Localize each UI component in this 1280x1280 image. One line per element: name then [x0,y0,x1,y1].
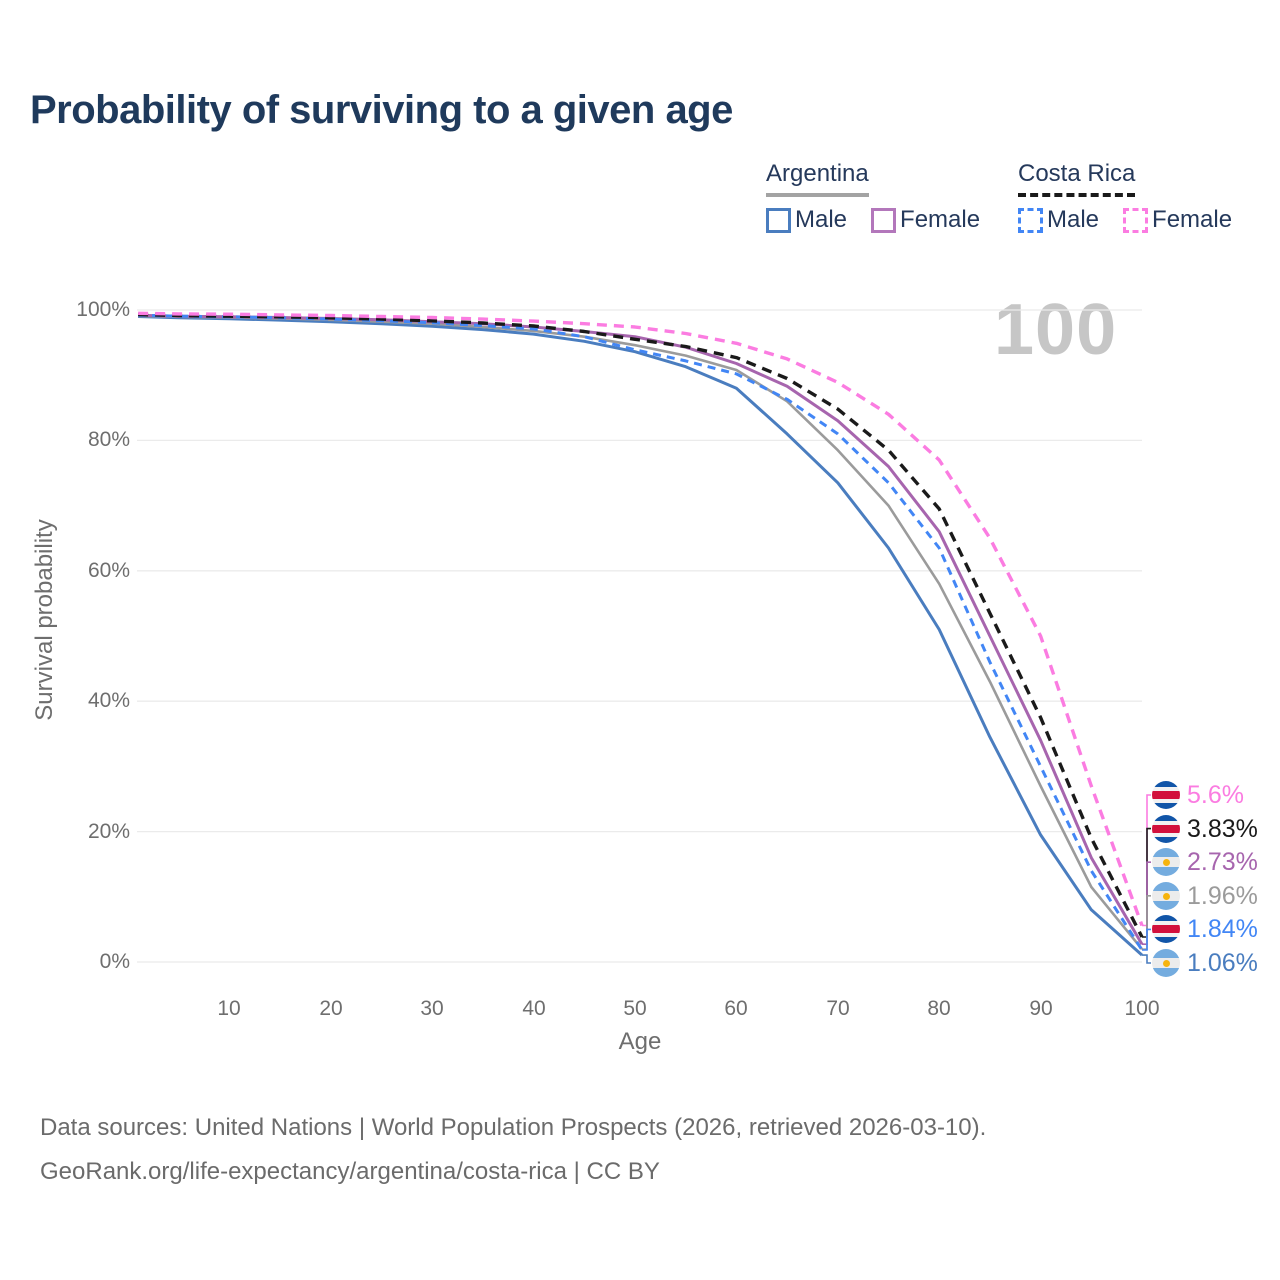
argentina-flag-icon [1152,882,1180,910]
x-tick-40: 40 [522,997,546,1020]
argentina-male-swatch-icon [766,207,791,233]
end-connector-costa-rica-male [1142,928,1151,951]
legend-country-costa-rica[interactable]: Costa Rica [1018,160,1136,197]
y-tick-80: 80% [87,428,130,451]
end-value-label: 2.73% [1187,848,1258,876]
x-axis-title: Age [618,1028,662,1055]
argentina-female-swatch-icon [871,207,897,233]
legend-item-costa-rica-male[interactable]: Male [1018,206,1099,234]
end-connector-argentina-male [1142,954,1151,964]
y-tick-60: 60% [87,559,130,582]
end-label-costa-rica-total: 3.83% [1152,815,1258,843]
series-line-argentina-male[interactable] [138,315,1143,957]
end-label-argentina-female: 2.73% [1152,848,1258,876]
end-label-costa-rica-female: 5.6% [1152,781,1244,809]
legend-item-costa-rica-female[interactable]: Female [1123,206,1232,234]
legend-group-costa-rica: Costa Rica Male Female [1018,160,1232,234]
costa-rica-female-swatch-icon [1123,207,1149,233]
watermark-age-100: 100 [994,290,1118,370]
costa-rica-male-swatch-icon [1018,207,1043,233]
y-tick-100: 100% [76,298,130,321]
x-tick-100: 100 [1124,997,1160,1020]
end-value-label: 5.6% [1187,781,1244,809]
end-value-label: 1.84% [1187,915,1258,943]
costa-rica-flag-icon [1152,781,1180,809]
series-line-costa-rica-male[interactable] [138,313,1144,951]
x-tick-50: 50 [623,997,647,1020]
x-tick-10: 10 [217,997,241,1020]
footer: Data sources: United Nations | World Pop… [40,1106,986,1194]
x-tick-20: 20 [319,997,343,1020]
end-label-argentina-male: 1.06% [1152,949,1258,977]
end-value-label: 1.06% [1187,949,1258,977]
argentina-flag-icon [1152,848,1180,876]
legend-group-argentina: Argentina Male Female [766,160,980,234]
legend-item-argentina-male[interactable]: Male [766,206,847,234]
series-line-costa-rica-total[interactable] [138,312,1144,938]
end-label-costa-rica-male: 1.84% [1152,915,1258,943]
page-title: Probability of surviving to a given age [30,88,733,132]
y-tick-40: 40% [87,689,130,712]
series-line-argentina-total[interactable] [138,314,1144,951]
series-line-argentina-female[interactable] [138,313,1144,945]
costa-rica-flag-icon [1152,815,1180,843]
y-tick-20: 20% [87,820,130,843]
series-line-costa-rica-female[interactable] [138,311,1144,927]
y-tick-0: 0% [99,950,130,973]
x-tick-80: 80 [927,997,951,1020]
end-value-label: 1.96% [1187,882,1258,910]
footer-sources: Data sources: United Nations | World Pop… [40,1114,987,1141]
end-label-argentina-total: 1.96% [1152,882,1258,910]
footer-link: GeoRank.org/life-expectancy/argentina/co… [40,1158,660,1185]
legend-item-argentina-female[interactable]: Female [871,206,980,234]
x-tick-30: 30 [420,997,444,1020]
x-tick-70: 70 [826,997,850,1020]
x-tick-60: 60 [724,997,748,1020]
x-tick-90: 90 [1029,997,1053,1020]
legend-country-argentina[interactable]: Argentina [766,160,869,197]
argentina-flag-icon [1152,949,1180,977]
end-value-label: 3.83% [1187,815,1258,843]
costa-rica-flag-icon [1152,915,1180,943]
